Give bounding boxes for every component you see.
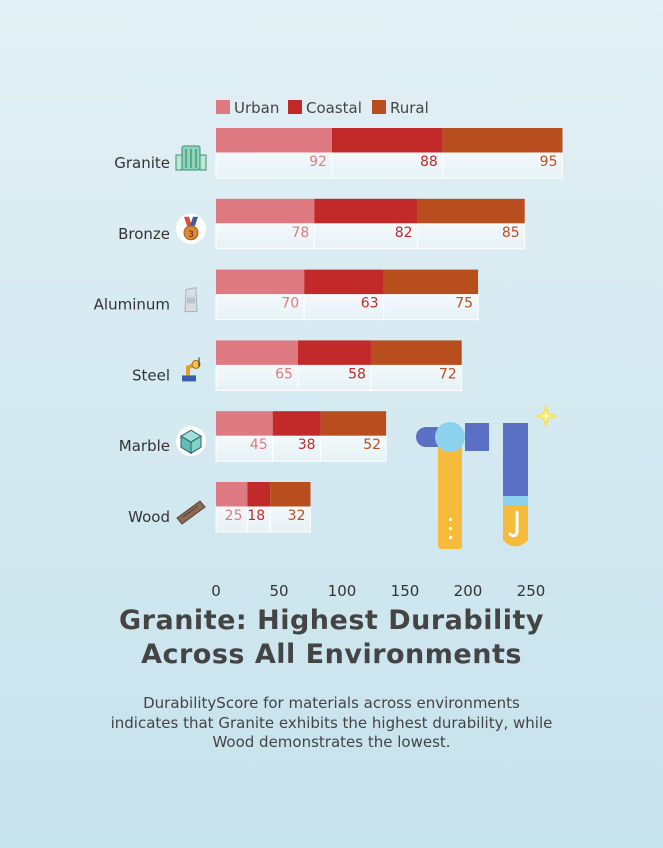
legend-label-coastal: Coastal	[306, 99, 362, 117]
bar-base-wood-rural	[269, 506, 311, 533]
value-label-bronze-urban: 78	[291, 225, 309, 241]
category-label-marble: Marble	[119, 437, 170, 455]
value-label-aluminum-coastal: 63	[361, 296, 379, 312]
bar-base-aluminum-rural	[383, 294, 479, 321]
bar-granite-urban	[216, 128, 332, 153]
value-label-steel-coastal: 58	[348, 366, 366, 382]
value-label-aluminum-rural: 75	[455, 296, 473, 312]
value-label-marble-rural: 52	[363, 437, 381, 453]
building-icon	[175, 145, 207, 171]
bar-aluminum-urban	[216, 269, 305, 295]
marble-cube-icon	[176, 426, 206, 457]
stacked-bar-chart: Urban Coastal Rural Granite 92 88 95 Bronze 3 78…	[94, 99, 563, 600]
x-tick-label: 100	[328, 582, 357, 600]
value-label-marble-coastal: 38	[298, 437, 316, 453]
legend-swatch-urban	[216, 100, 230, 114]
bar-base-bronze-rural	[417, 223, 526, 250]
value-label-granite-coastal: 88	[420, 154, 438, 170]
value-label-bronze-rural: 85	[502, 225, 520, 241]
bar-bronze-rural	[417, 198, 525, 224]
category-label-steel: Steel	[132, 366, 170, 384]
bar-wood-urban	[216, 482, 248, 507]
svg-text:3: 3	[188, 230, 194, 240]
legend-swatch-rural	[372, 100, 386, 114]
legend-label-rural: Rural	[390, 99, 429, 117]
bar-base-marble-rural	[320, 435, 387, 462]
chart-legend: Urban Coastal Rural	[216, 99, 429, 117]
category-label-aluminum: Aluminum	[94, 296, 170, 314]
x-tick-label: 0	[211, 582, 221, 600]
bars-group: Granite 92 88 95 Bronze 3 78 82 85 Aluminum 70 63 75…	[94, 128, 563, 533]
bar-row-bronze: Bronze 3 78 82 85	[118, 198, 526, 250]
bar-granite-rural	[442, 128, 563, 153]
value-label-bronze-coastal: 82	[395, 225, 413, 241]
bar-row-granite: Granite 92 88 95	[114, 128, 563, 179]
x-tick-label: 50	[269, 582, 288, 600]
bar-steel-coastal	[297, 340, 371, 366]
bar-base-steel-rural	[370, 364, 463, 391]
value-label-granite-urban: 92	[309, 154, 327, 170]
x-tick-label: 200	[454, 582, 483, 600]
chart-subtitle: DurabilityScore for materials across env…	[110, 694, 553, 751]
x-tick-label: 250	[517, 582, 546, 600]
bar-base-aluminum-urban	[215, 294, 305, 321]
bar-base-wood-urban	[215, 506, 248, 533]
x-axis: 0 50 100 150 200 250	[211, 582, 545, 600]
category-label-bronze: Bronze	[118, 225, 170, 243]
bar-base-steel-urban	[215, 364, 299, 391]
headline-line-1: Granite: Highest Durability	[119, 605, 544, 636]
bar-wood-coastal	[247, 482, 271, 507]
wood-plank-icon	[176, 500, 206, 525]
bar-steel-rural	[370, 340, 462, 366]
bar-base-aluminum-coastal	[303, 294, 385, 321]
bar-marble-rural	[320, 411, 387, 437]
bar-base-granite-urban	[215, 152, 333, 179]
bar-base-granite-rural	[442, 152, 563, 179]
value-label-aluminum-urban: 70	[281, 296, 299, 312]
value-label-marble-urban: 45	[250, 437, 268, 453]
bar-base-steel-coastal	[297, 364, 372, 391]
bar-row-steel: Steel 65 58 72	[132, 340, 463, 391]
bar-bronze-urban	[216, 198, 315, 224]
bar-base-marble-coastal	[272, 435, 322, 462]
legend-swatch-coastal	[288, 100, 302, 114]
bar-aluminum-coastal	[304, 269, 384, 295]
welding-robot-icon	[182, 357, 201, 382]
bar-row-wood: Wood 25 18 32	[128, 482, 311, 533]
category-label-granite: Granite	[114, 154, 170, 172]
bar-row-aluminum: Aluminum 70 63 75	[94, 269, 479, 321]
value-label-wood-urban: 25	[225, 508, 243, 524]
category-label-wood: Wood	[128, 508, 170, 526]
legend-label-urban: Urban	[234, 99, 279, 117]
hammer-and-chisel-icon	[416, 404, 558, 549]
bar-aluminum-rural	[383, 269, 479, 295]
headline-line-2: Across All Environments	[141, 639, 522, 670]
bar-granite-coastal	[331, 128, 443, 153]
value-label-steel-rural: 72	[439, 366, 457, 382]
bar-base-marble-urban	[215, 435, 274, 462]
value-label-granite-rural: 95	[540, 154, 558, 170]
value-label-wood-coastal: 18	[247, 508, 265, 524]
aluminum-can-icon	[184, 286, 198, 313]
bar-bronze-coastal	[314, 198, 418, 224]
bar-marble-urban	[216, 411, 273, 437]
bar-base-bronze-urban	[215, 223, 315, 250]
value-label-wood-rural: 32	[288, 508, 306, 524]
chart-headline: Granite: Highest Durability Across All E…	[0, 604, 663, 672]
bronze-medal-icon: 3	[176, 213, 206, 244]
x-tick-label: 150	[391, 582, 420, 600]
bar-row-marble: Marble 45 38 52	[119, 411, 387, 462]
value-label-steel-urban: 65	[275, 366, 293, 382]
bar-steel-urban	[216, 340, 298, 366]
bar-wood-rural	[270, 482, 311, 507]
bar-marble-coastal	[272, 411, 321, 437]
